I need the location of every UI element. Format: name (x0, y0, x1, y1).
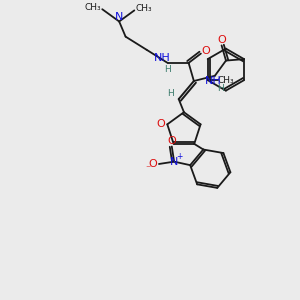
Text: H: H (217, 83, 224, 92)
Text: CH₃: CH₃ (218, 76, 234, 85)
Text: NH: NH (154, 53, 171, 63)
Text: NH: NH (205, 76, 222, 86)
Text: N: N (170, 157, 178, 167)
Text: CH₃: CH₃ (85, 3, 101, 12)
Text: O: O (217, 35, 226, 45)
Text: H: H (164, 65, 170, 74)
Text: +: + (176, 152, 183, 161)
Text: O: O (202, 46, 211, 56)
Text: H: H (167, 89, 174, 98)
Text: O: O (167, 136, 176, 146)
Text: N: N (115, 12, 123, 22)
Text: CH₃: CH₃ (135, 4, 152, 14)
Text: O: O (157, 119, 165, 129)
Text: ⁻: ⁻ (145, 164, 150, 174)
Text: O: O (149, 159, 158, 169)
